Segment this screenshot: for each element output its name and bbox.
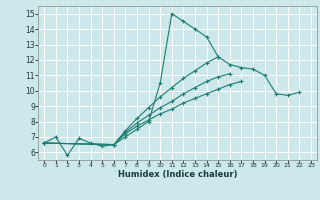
X-axis label: Humidex (Indice chaleur): Humidex (Indice chaleur) bbox=[118, 170, 237, 179]
